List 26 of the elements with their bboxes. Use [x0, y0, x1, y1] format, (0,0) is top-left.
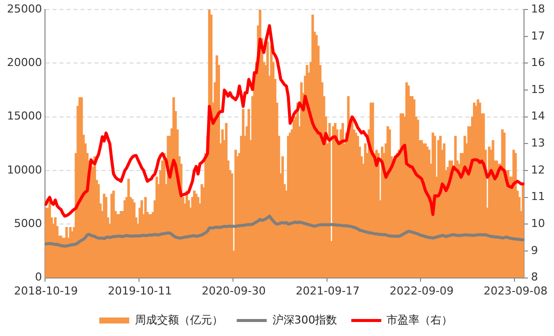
y2-tick-label: 9 — [531, 244, 538, 257]
y-tick-label: 25000 — [6, 2, 42, 16]
x-tick-label: 2023-09-08 — [484, 284, 548, 298]
x-tick-label: 2020-09-30 — [202, 284, 266, 298]
y2-tick-label: 12 — [531, 163, 546, 176]
x-tick-label: 2018-10-19 — [14, 284, 78, 298]
y2-tick-label: 10 — [531, 217, 546, 230]
y2-tick-label: 18 — [531, 2, 546, 16]
y2-tick-label: 17 — [531, 29, 546, 42]
legend-label: 周成交额（亿元） — [134, 313, 223, 326]
y-tick-label: 15000 — [6, 110, 42, 123]
y2-tick-label: 11 — [531, 190, 546, 204]
y2-tick-label: 14 — [531, 110, 546, 123]
x-tick-label: 2021-09-17 — [296, 284, 360, 298]
y2-tick-label: 8 — [531, 270, 538, 284]
x-tick-label: 2019-10-11 — [108, 284, 172, 298]
y-tick-label: 20000 — [6, 56, 42, 70]
y-tick-label: 0 — [34, 270, 42, 284]
x-tick-label: 2022-09-09 — [390, 284, 454, 298]
y-tick-label: 10000 — [6, 163, 42, 176]
y-tick-label: 5000 — [14, 217, 42, 230]
y2-tick-label: 16 — [531, 56, 546, 70]
legend-label: 市盈率（右） — [386, 313, 453, 326]
y2-tick-label: 15 — [531, 82, 546, 96]
legend-label: 沪深300指数 — [272, 313, 338, 326]
y2-tick-label: 13 — [531, 136, 546, 150]
